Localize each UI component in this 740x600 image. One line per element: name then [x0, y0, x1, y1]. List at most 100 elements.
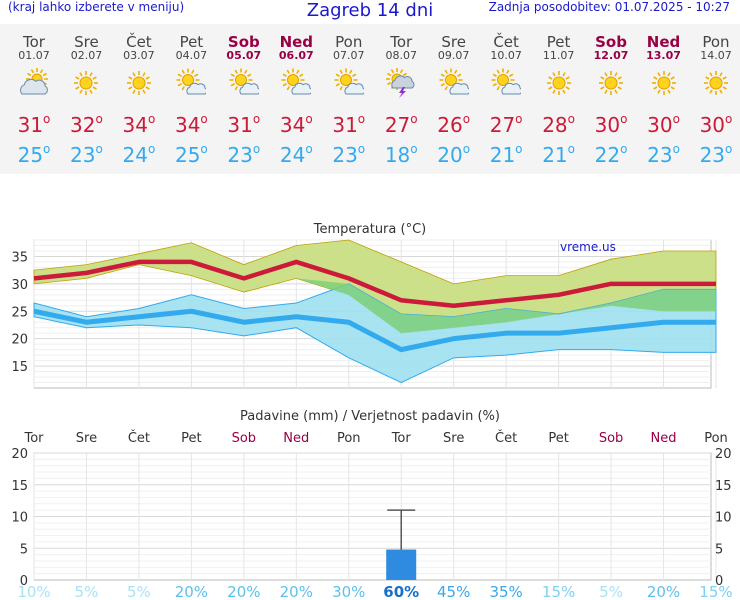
day-column: Pet 11.07 28o 21o — [533, 24, 585, 174]
day-column: Tor 08.07 27o 18o — [375, 24, 427, 174]
partly-cloudy-icon — [491, 68, 522, 95]
day-date: 12.07 — [593, 49, 629, 62]
precipitation-probability: 5% — [599, 583, 623, 600]
precipitation-chart: Padavine (mm) / Verjetnost padavin (%) To… — [11, 409, 732, 600]
min-temperature: 23o — [70, 142, 103, 167]
precipitation-x-tick: Pon — [704, 431, 728, 446]
sun-icon — [546, 71, 571, 95]
precipitation-probability: 5% — [127, 583, 151, 600]
precipitation-probability: 20% — [227, 583, 260, 600]
day-name: Pon — [335, 33, 363, 51]
day-date: 03.07 — [123, 49, 155, 62]
precipitation-probability: 45% — [437, 583, 470, 600]
precipitation-x-tick: Čet — [128, 430, 150, 446]
day-column: Sre 09.07 26o 20o — [428, 24, 480, 174]
watermark: vreme.us — [560, 240, 616, 254]
sun-rays — [546, 71, 571, 95]
day-name: Pet — [179, 33, 204, 51]
max-temperature: 32o — [70, 112, 103, 137]
max-temperature: 34o — [174, 112, 208, 137]
location-hint[interactable]: (kraj lahko izberete v meniju) — [8, 0, 185, 14]
max-temperature: 34o — [279, 112, 313, 137]
precipitation-bar — [386, 549, 417, 580]
min-temperature: 22o — [594, 142, 628, 167]
precipitation-probability: 20% — [280, 583, 313, 600]
precipitation-x-tick: Sre — [76, 431, 97, 446]
min-temperature: 21o — [489, 142, 523, 167]
sun-rays — [703, 71, 728, 95]
day-column: Čet 03.07 34o 24o — [113, 24, 165, 174]
precipitation-probability: 15% — [542, 583, 575, 600]
precipitation-y-tick-right: 10 — [715, 511, 732, 526]
min-temperature: 25o — [174, 142, 208, 167]
precipitation-x-tick: Ned — [283, 431, 309, 446]
day-column: Ned 13.07 30o 23o — [638, 24, 690, 174]
precipitation-probability: 20% — [647, 583, 680, 600]
temperature-y-tick: 30 — [11, 278, 28, 293]
day-date: 08.07 — [385, 49, 417, 62]
temperature-y-tick: 15 — [11, 360, 28, 375]
temperature-chart-title: Temperatura (°C) — [313, 222, 426, 237]
last-update: Zadnja posodobitev: 01.07.2025 - 10:27 — [488, 0, 730, 14]
partly-cloudy-icon — [334, 68, 364, 95]
day-date: 11.07 — [542, 49, 575, 62]
day-column: Pon 14.07 30o 23o — [690, 24, 740, 174]
day-date: 04.07 — [175, 49, 208, 62]
precipitation-probability: 10% — [17, 583, 50, 600]
day-name: Pet — [546, 33, 571, 51]
max-temperature: 31o — [332, 112, 366, 137]
max-temperature: 27o — [384, 112, 418, 137]
day-date: 01.07 — [18, 49, 50, 62]
day-date: 05.07 — [226, 49, 262, 62]
max-temperature: 30o — [699, 112, 733, 137]
precipitation-y-tick-right: 15 — [715, 479, 732, 494]
sun-rays — [651, 71, 676, 95]
min-temperature: 18o — [384, 142, 418, 167]
day-column: Sre 02.07 32o 23o — [60, 24, 112, 174]
temperature-y-tick: 25 — [11, 305, 28, 320]
temperature-chart: Temperatura (°C) 15 20 25 30 35 vreme.us — [11, 222, 717, 389]
partly-cloudy-icon — [281, 68, 312, 95]
day-column: Ned 06.07 34o 24o — [270, 24, 322, 174]
min-temperature: 25o — [17, 142, 51, 167]
day-name: Sob — [227, 33, 260, 51]
sun-rays — [74, 71, 99, 95]
precipitation-y-tick-right: 5 — [715, 542, 723, 557]
precipitation-y-tick: 5 — [20, 542, 28, 557]
day-name: Tor — [390, 33, 413, 51]
precipitation-probability: 20% — [175, 583, 208, 600]
precipitation-probability: 15% — [699, 583, 732, 600]
precipitation-y-tick: 10 — [11, 511, 28, 526]
thunderstorm-icon — [386, 68, 415, 98]
precipitation-y-tick: 15 — [11, 479, 28, 494]
day-column: Pon 07.07 31o 23o — [323, 24, 375, 174]
precipitation-y-tick-right: 20 — [715, 447, 732, 462]
range-overlap-band — [34, 264, 716, 334]
day-name: Tor — [23, 33, 45, 51]
max-temperature: 26o — [437, 112, 471, 137]
partly-cloudy-icon — [176, 68, 207, 95]
precipitation-x-tick: Tor — [23, 431, 44, 446]
day-name: Sob — [595, 33, 627, 51]
page-title: Zagreb 14 dni — [306, 0, 434, 21]
max-temperature: 34o — [122, 112, 156, 137]
max-temperature: 31o — [17, 112, 51, 137]
day-column: Pet 04.07 34o 25o — [165, 24, 217, 174]
sun-icon — [651, 71, 676, 95]
precipitation-chart-title: Padavine (mm) / Verjetnost padavin (%) — [240, 409, 500, 424]
max-temperature: 30o — [647, 112, 680, 137]
precipitation-x-tick: Sre — [443, 431, 464, 446]
day-column: Sob 12.07 30o 22o — [585, 24, 637, 174]
sun-rays — [126, 71, 151, 95]
max-temperature-line — [33, 259, 716, 309]
min-temperature: 23o — [647, 142, 680, 167]
min-temperature: 24o — [122, 142, 156, 167]
sun-icon — [74, 71, 99, 95]
min-temperature: 21o — [542, 142, 575, 167]
daily-forecast-strip: Tor 01.07 31o 25o Sre 02.07 32o 23o Čet 03.07 34o 2… — [0, 24, 740, 174]
precipitation-probability: 30% — [332, 583, 365, 600]
day-column: Tor 01.07 31o 25o — [8, 24, 60, 174]
min-temperature-line — [33, 308, 716, 353]
min-temperature: 23o — [699, 142, 733, 167]
min-temperature: 23o — [227, 142, 261, 167]
